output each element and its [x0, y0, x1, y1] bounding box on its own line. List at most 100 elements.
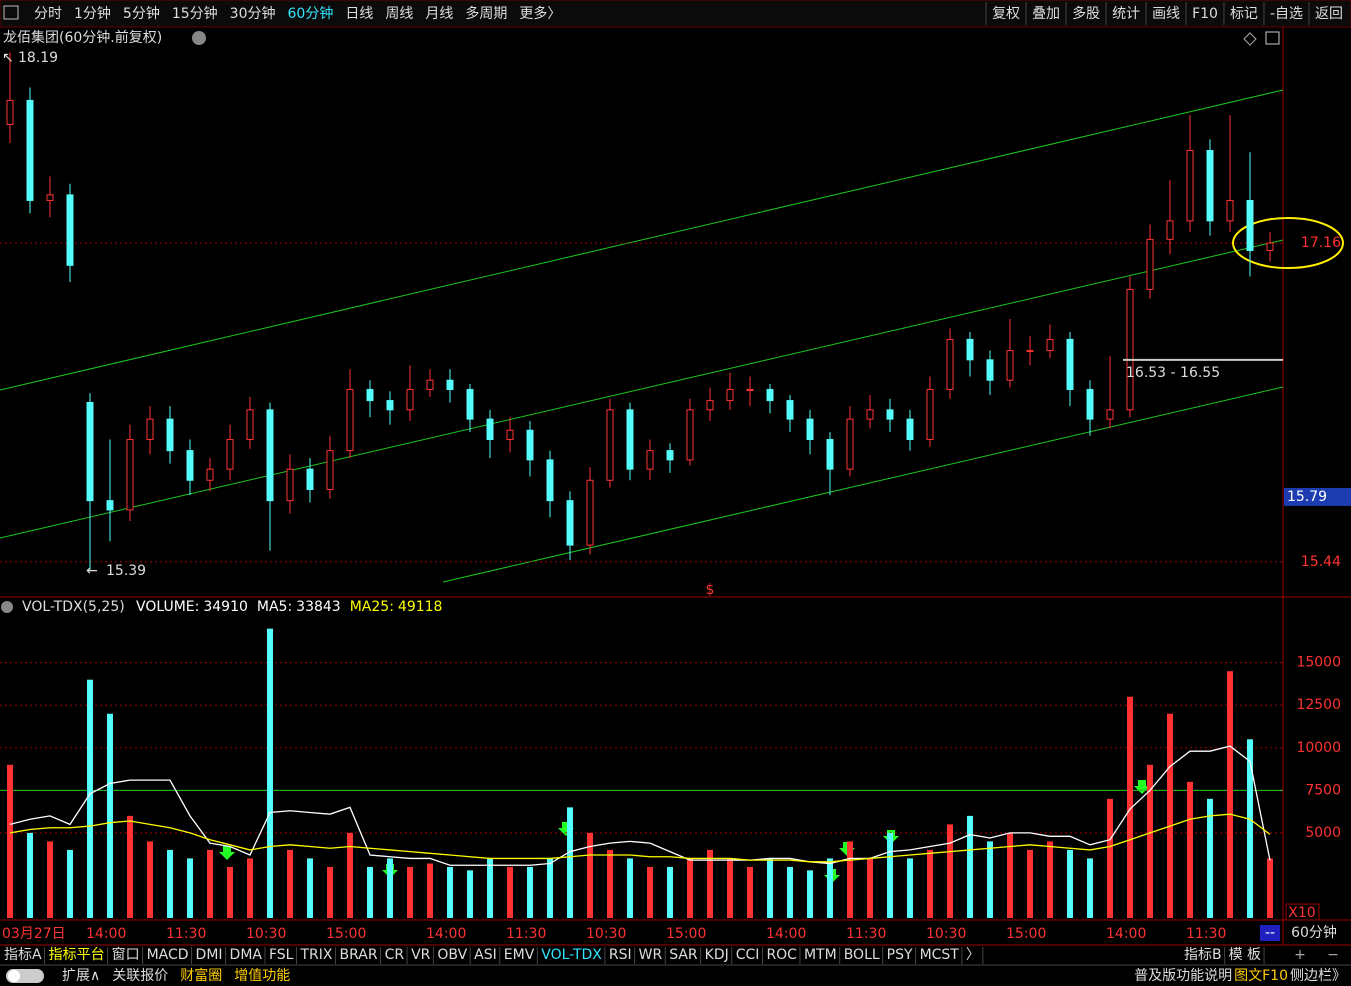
candle-body	[886, 409, 894, 420]
volume-bar	[7, 764, 13, 918]
zoom-in[interactable]: +	[1294, 947, 1306, 963]
indicator-tab[interactable]: 窗口	[112, 946, 140, 963]
period-tab[interactable]: 多周期	[465, 5, 507, 22]
indicator-tab[interactable]: DMA	[230, 947, 263, 963]
indicator-tab[interactable]: MCST	[920, 947, 960, 963]
volume-bar	[867, 858, 873, 918]
volume-bar	[1047, 841, 1053, 918]
volume-bar	[607, 849, 613, 918]
y-tick-label: 15.44	[1301, 554, 1341, 570]
volume-bar	[47, 841, 53, 918]
period-tab[interactable]: 分时	[34, 6, 62, 22]
indicator-tab[interactable]: ASI	[474, 947, 497, 963]
toolbar-button[interactable]: 返回	[1315, 6, 1343, 22]
status-item[interactable]: 关联报价	[112, 968, 168, 984]
period-tab[interactable]: 5分钟	[123, 5, 160, 22]
period-tab[interactable]: 日线	[345, 6, 373, 22]
indicator-tab[interactable]: RSI	[609, 947, 632, 963]
y-tick-label: 7500	[1305, 782, 1341, 798]
indicator-tab[interactable]: VOL-TDX	[541, 947, 602, 963]
indicator-tab[interactable]: KDJ	[705, 947, 729, 963]
toolbar-button[interactable]: F10	[1192, 6, 1218, 22]
period-tab[interactable]: 30分钟	[230, 5, 276, 22]
period-tab[interactable]: 月线	[425, 6, 453, 22]
scroll-box[interactable]	[1260, 925, 1280, 941]
period-tab[interactable]: 15分钟	[172, 5, 218, 22]
indicator-tab[interactable]: 模 板	[1229, 947, 1261, 963]
toolbar-button[interactable]: 多股	[1072, 5, 1100, 22]
toolbar	[0, 0, 1351, 28]
toggle-knob[interactable]	[8, 970, 20, 982]
period-tab[interactable]: 60分钟	[288, 5, 334, 22]
indicator-tab[interactable]: SAR	[669, 947, 698, 963]
volume-bar	[687, 858, 693, 918]
indicator-tab[interactable]: 指标A	[4, 947, 42, 963]
indicator-tab[interactable]: 指标B	[1184, 947, 1222, 963]
toolbar-button[interactable]: -自选	[1270, 6, 1303, 22]
volume-bar	[587, 832, 593, 918]
period-tab[interactable]: 1分钟	[74, 5, 111, 22]
status-item[interactable]: 增值功能	[234, 968, 290, 984]
candle-body	[726, 388, 734, 402]
toolbar-button[interactable]: 叠加	[1032, 6, 1060, 22]
indicator-tab[interactable]: CR	[385, 947, 405, 963]
candle-body	[986, 359, 994, 381]
status-item[interactable]: 侧边栏》	[1290, 968, 1346, 984]
indicator-tab[interactable]: CCI	[736, 947, 760, 963]
dropdown-icon[interactable]	[192, 31, 206, 45]
status-item[interactable]: 普及版功能说明	[1134, 968, 1232, 984]
indicator-tab[interactable]: FSL	[269, 947, 294, 963]
indicator-tab[interactable]: ROC	[766, 947, 797, 963]
toolbar-button[interactable]: 画线	[1152, 6, 1180, 22]
volume-bar	[127, 815, 133, 918]
indicator-tab[interactable]: DMI	[196, 947, 223, 963]
zoom-out[interactable]: −	[1327, 947, 1339, 963]
indicator-tab[interactable]: TRIX	[299, 947, 332, 963]
indicator-tab[interactable]: MACD	[147, 947, 189, 963]
status-item[interactable]: 图文F10	[1234, 968, 1288, 984]
highlight-ellipse	[1232, 217, 1344, 269]
period-tab[interactable]: 更多〉	[519, 5, 561, 22]
candle-body	[606, 409, 614, 481]
volume-bar	[1187, 781, 1193, 918]
candle-body	[526, 429, 534, 461]
candle-body	[366, 388, 374, 402]
indicator-tab[interactable]: VR	[411, 947, 431, 963]
scroll-label[interactable]: --	[1265, 925, 1275, 941]
dropdown-icon[interactable]	[1, 601, 13, 613]
menu-icon[interactable]	[3, 5, 19, 20]
diamond-icon[interactable]	[1243, 32, 1257, 46]
period-label[interactable]: 60分钟	[1291, 924, 1337, 941]
y-tick-label: 10000	[1296, 740, 1341, 756]
marker: $	[706, 582, 715, 598]
volume-bar	[627, 858, 633, 918]
volume-bar	[907, 858, 913, 918]
toolbar-button[interactable]: 统计	[1112, 6, 1140, 22]
volume-bar	[547, 858, 553, 918]
indicator-tab[interactable]: PSY	[887, 947, 913, 963]
volume-bar	[467, 870, 473, 918]
y-tick-label: 17.16	[1301, 235, 1341, 251]
low-label: 15.39	[106, 563, 146, 579]
indicator-tab[interactable]: WR	[639, 947, 663, 963]
indicator-tab[interactable]: BRAR	[339, 947, 377, 963]
indicator-tab[interactable]: MTM	[804, 947, 837, 963]
indicator-tab[interactable]: 指标平台	[49, 947, 105, 963]
volume-bar	[927, 849, 933, 918]
indicator-value: 33843	[296, 599, 341, 615]
period-tab[interactable]: 周线	[385, 6, 413, 22]
toolbar-button[interactable]: 标记	[1230, 6, 1258, 22]
chart-title: 龙佰集团(60分钟.前复权)	[3, 29, 162, 46]
indicator-tab[interactable]: 〉	[966, 947, 980, 963]
volume-bar	[207, 849, 213, 918]
status-item[interactable]: 财富圈	[180, 967, 222, 984]
volume-bar	[287, 849, 293, 918]
range-label: 16.53 - 16.55	[1126, 365, 1220, 381]
toolbar-button[interactable]: 复权	[992, 5, 1020, 22]
indicator-tab[interactable]: EMV	[504, 947, 535, 963]
indicator-tab[interactable]: BOLL	[844, 947, 880, 963]
indicator-tab[interactable]: OBV	[437, 947, 467, 963]
status-item[interactable]: 扩展∧	[62, 968, 100, 984]
candle-body	[1246, 199, 1254, 251]
panel-icon[interactable]	[1265, 31, 1280, 45]
